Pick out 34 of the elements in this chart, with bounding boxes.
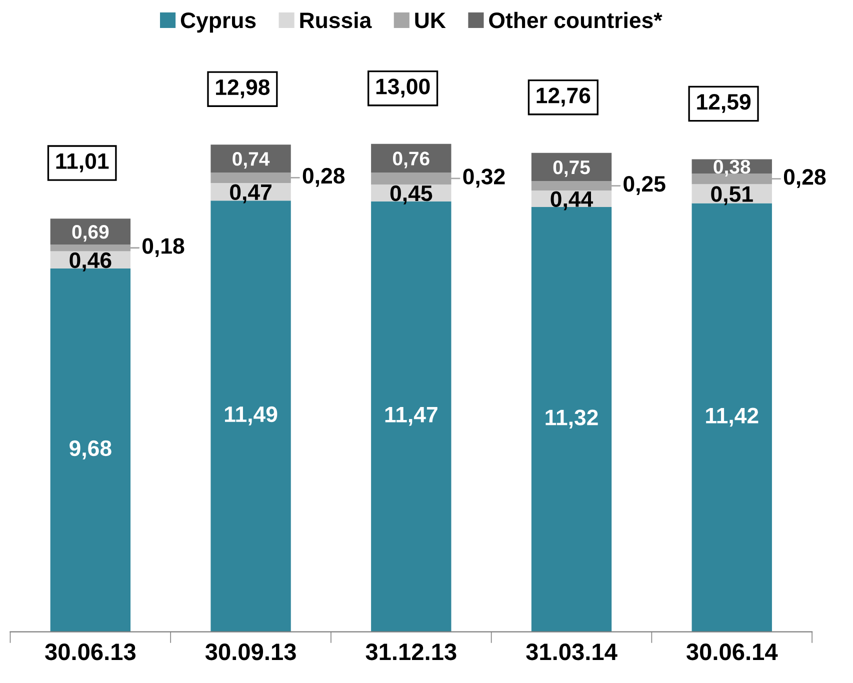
data-label: 0,74 <box>232 152 270 169</box>
data-label: 11,49 <box>224 406 278 426</box>
x-tick-label: 30.06.14 <box>686 644 778 660</box>
data-label: 0,32 <box>463 168 505 188</box>
data-label: 0,75 <box>553 160 590 178</box>
legend-label: Russia <box>300 12 372 28</box>
x-tick-label: 31.12.13 <box>366 644 456 660</box>
legend-label: Cyprus <box>180 12 256 33</box>
total-label: 12,59 <box>697 94 751 113</box>
data-label: 11,42 <box>706 408 758 427</box>
x-tick-label: 30.09.13 <box>205 644 296 660</box>
data-label: 9,68 <box>70 440 112 460</box>
data-label: 0,38 <box>714 160 750 176</box>
data-label: 0,47 <box>230 184 272 204</box>
data-label: 0,44 <box>550 191 594 210</box>
x-tick-label: 30.06.13 <box>45 644 136 660</box>
total-label: 12,76 <box>536 88 590 107</box>
data-label: 0,69 <box>72 225 109 242</box>
legend-label: Other countries* <box>489 12 662 28</box>
data-label: 0,25 <box>624 176 666 195</box>
total-label: 13,00 <box>376 78 430 98</box>
data-label: 0,46 <box>70 252 112 272</box>
data-label: 0,18 <box>142 238 184 258</box>
x-tick-label: 31.03.14 <box>526 644 618 660</box>
data-label: 0,28 <box>302 168 345 187</box>
total-label: 12,98 <box>216 79 270 98</box>
total-label: 11,01 <box>56 153 109 172</box>
data-label: 11,47 <box>385 407 438 426</box>
legend-label: UK <box>415 12 446 28</box>
data-label: 0,51 <box>711 186 753 206</box>
data-label: 0,76 <box>392 152 430 168</box>
data-label: 0,28 <box>784 169 826 188</box>
data-label: 11,32 <box>546 410 598 429</box>
data-label: 0,45 <box>390 185 432 204</box>
